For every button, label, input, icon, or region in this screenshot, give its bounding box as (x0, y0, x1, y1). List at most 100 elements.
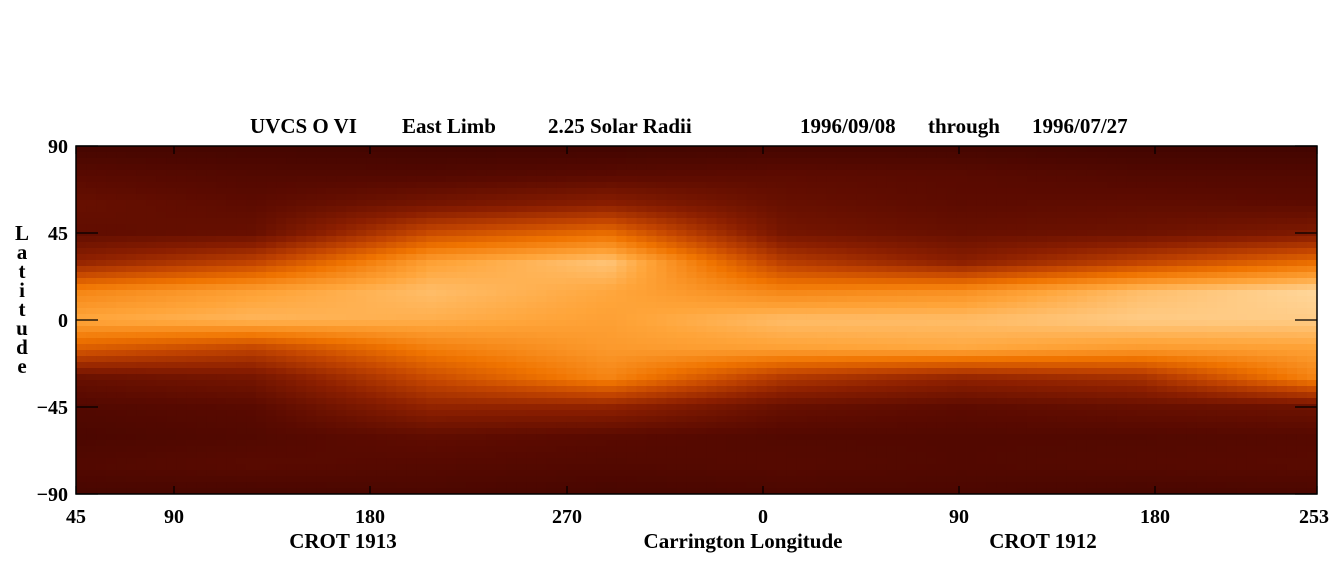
heatmap-cell (306, 176, 317, 183)
heatmap-cell (86, 248, 97, 255)
heatmap-cell (1006, 266, 1018, 273)
heatmap-cell (1046, 296, 1058, 303)
heatmap-cell (926, 152, 938, 159)
heatmap-cell (976, 302, 988, 309)
heatmap-cell (766, 302, 778, 309)
heatmap-cell (976, 380, 988, 387)
heatmap-cell (996, 200, 1008, 207)
heatmap-cell (1166, 224, 1178, 231)
heatmap-cell (996, 308, 1008, 315)
heatmap-cell (866, 326, 878, 333)
heatmap-cell (946, 146, 958, 153)
heatmap-cell (1246, 338, 1258, 345)
heatmap-cell (326, 320, 337, 327)
heatmap-cell (86, 308, 97, 315)
heatmap-cell (606, 320, 618, 327)
heatmap-cell (616, 326, 628, 333)
heatmap-cell (406, 350, 417, 357)
heatmap-cell (846, 278, 858, 285)
heatmap-cell (366, 152, 377, 159)
heatmap-cell (86, 254, 97, 261)
heatmap-cell (796, 236, 808, 243)
heatmap-cell (1266, 278, 1278, 285)
heatmap-cell (976, 200, 988, 207)
heatmap-cell (646, 152, 658, 159)
heatmap-cell (686, 194, 698, 201)
heatmap-cell (276, 224, 287, 231)
heatmap-cell (146, 146, 157, 153)
heatmap-cell (1126, 236, 1138, 243)
heatmap-cell (476, 170, 487, 177)
heatmap-cell (1046, 158, 1058, 165)
heatmap-cell (566, 272, 578, 279)
heatmap-cell (476, 332, 487, 339)
heatmap-cell (1206, 200, 1218, 207)
heatmap-cell (1246, 242, 1258, 249)
heatmap-cell (586, 194, 598, 201)
heatmap-cell (606, 152, 618, 159)
heatmap-cell (876, 284, 888, 291)
heatmap-cell (1126, 272, 1138, 279)
heatmap-cell (1296, 344, 1308, 351)
heatmap-cell (826, 230, 838, 237)
heatmap-cell (986, 302, 998, 309)
heatmap-cell (786, 236, 798, 243)
heatmap-cell (416, 284, 427, 291)
heatmap-cell (736, 152, 748, 159)
heatmap-cell (326, 350, 337, 357)
heatmap-cell (846, 158, 858, 165)
heatmap-cell (116, 260, 127, 267)
heatmap-cell (216, 332, 227, 339)
heatmap-cell (1016, 284, 1028, 291)
heatmap-cell (836, 158, 848, 165)
heatmap-cell (1236, 380, 1248, 387)
heatmap-cell (1006, 290, 1018, 297)
heatmap-cell (526, 248, 537, 255)
heatmap-cell (336, 212, 347, 219)
heatmap-cell (416, 182, 427, 189)
heatmap-cell (616, 194, 628, 201)
heatmap-cell (106, 380, 117, 387)
heatmap-cell (676, 200, 688, 207)
heatmap-cell (196, 152, 207, 159)
heatmap-cell (1016, 158, 1028, 165)
heatmap-cell (376, 236, 387, 243)
heatmap-cell (1256, 170, 1268, 177)
heatmap-cell (796, 272, 808, 279)
heatmap-cell (1166, 380, 1178, 387)
heatmap-cell (1196, 188, 1208, 195)
heatmap-cell (886, 380, 898, 387)
heatmap-cell (286, 302, 297, 309)
heatmap-cell (456, 260, 467, 267)
heatmap-cell (826, 260, 838, 267)
heatmap-cell (946, 230, 958, 237)
heatmap-cell (806, 158, 818, 165)
heatmap-cell (726, 308, 738, 315)
heatmap-cell (156, 290, 167, 297)
heatmap-cell (786, 230, 798, 237)
heatmap-cell (156, 308, 167, 315)
heatmap-cell (166, 182, 177, 189)
heatmap-cell (306, 284, 317, 291)
heatmap-cell (296, 296, 307, 303)
heatmap-cell (1286, 272, 1298, 279)
heatmap-cell (536, 224, 547, 231)
heatmap-cell (666, 368, 678, 375)
heatmap-cell (376, 218, 387, 225)
heatmap-cell (1046, 278, 1058, 285)
heatmap-cell (316, 176, 327, 183)
heatmap-cell (676, 206, 688, 213)
heatmap-cell (166, 170, 177, 177)
heatmap-cell (426, 326, 437, 333)
heatmap-cell (686, 290, 698, 297)
heatmap-cell (1266, 368, 1278, 375)
heatmap-cell (436, 278, 447, 285)
heatmap-cell (926, 224, 938, 231)
heatmap-cell (1156, 308, 1168, 315)
heatmap-cell (556, 224, 567, 231)
heatmap-cell (606, 326, 618, 333)
heatmap-cell (896, 266, 908, 273)
heatmap-cell (936, 158, 948, 165)
heatmap-cell (1206, 380, 1218, 387)
heatmap-cell (1306, 314, 1317, 321)
